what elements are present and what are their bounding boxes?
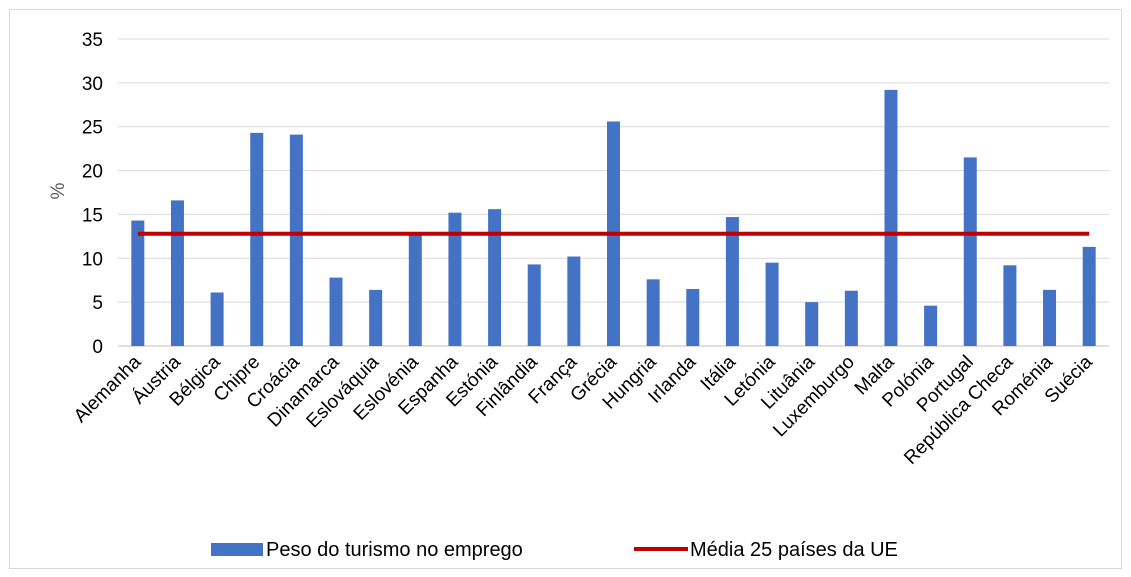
legend-label-bars: Peso do turismo no emprego — [266, 539, 523, 561]
bar — [289, 134, 303, 346]
y-tick-label: 20 — [82, 162, 103, 183]
bar — [408, 234, 422, 346]
y-tick-label: 0 — [92, 337, 103, 358]
bar — [646, 279, 660, 346]
bar — [488, 209, 502, 346]
bar — [963, 157, 977, 346]
y-tick-label: 5 — [92, 293, 103, 314]
bar — [765, 262, 779, 346]
bar — [131, 220, 145, 346]
legend-swatch-bars — [211, 543, 263, 556]
y-tick-label: 25 — [82, 118, 103, 139]
bar — [1082, 246, 1096, 346]
bar — [844, 290, 858, 346]
bar — [250, 132, 264, 346]
bar — [329, 277, 343, 346]
bar — [210, 292, 224, 346]
y-tick-label: 15 — [82, 205, 103, 226]
bar — [170, 200, 184, 346]
y-tick-label: 10 — [82, 249, 103, 270]
bar — [686, 288, 700, 346]
y-tick-label: 35 — [82, 30, 103, 51]
bar — [884, 89, 898, 347]
bars — [131, 89, 1096, 347]
y-tick-label: 30 — [82, 74, 103, 95]
legend: Peso do turismo no emprego Média 25 país… — [211, 539, 898, 561]
y-axis-label: % — [48, 182, 69, 199]
legend-label-line: Média 25 países da UE — [690, 539, 898, 561]
bar — [1043, 289, 1057, 346]
bar — [725, 217, 739, 346]
bar — [1003, 265, 1017, 346]
chart-frame — [9, 9, 1122, 569]
bar — [805, 302, 819, 346]
y-axis-ticks: 0 5 10 15 20 25 30 35 — [82, 30, 103, 358]
bar — [448, 212, 462, 346]
bar — [527, 264, 541, 346]
bar — [567, 256, 581, 346]
bar — [369, 289, 383, 346]
x-axis-categories: AlemanhaÁustriaBélgicaChipreCroáciaDinam… — [70, 351, 1097, 468]
bar — [924, 305, 938, 346]
